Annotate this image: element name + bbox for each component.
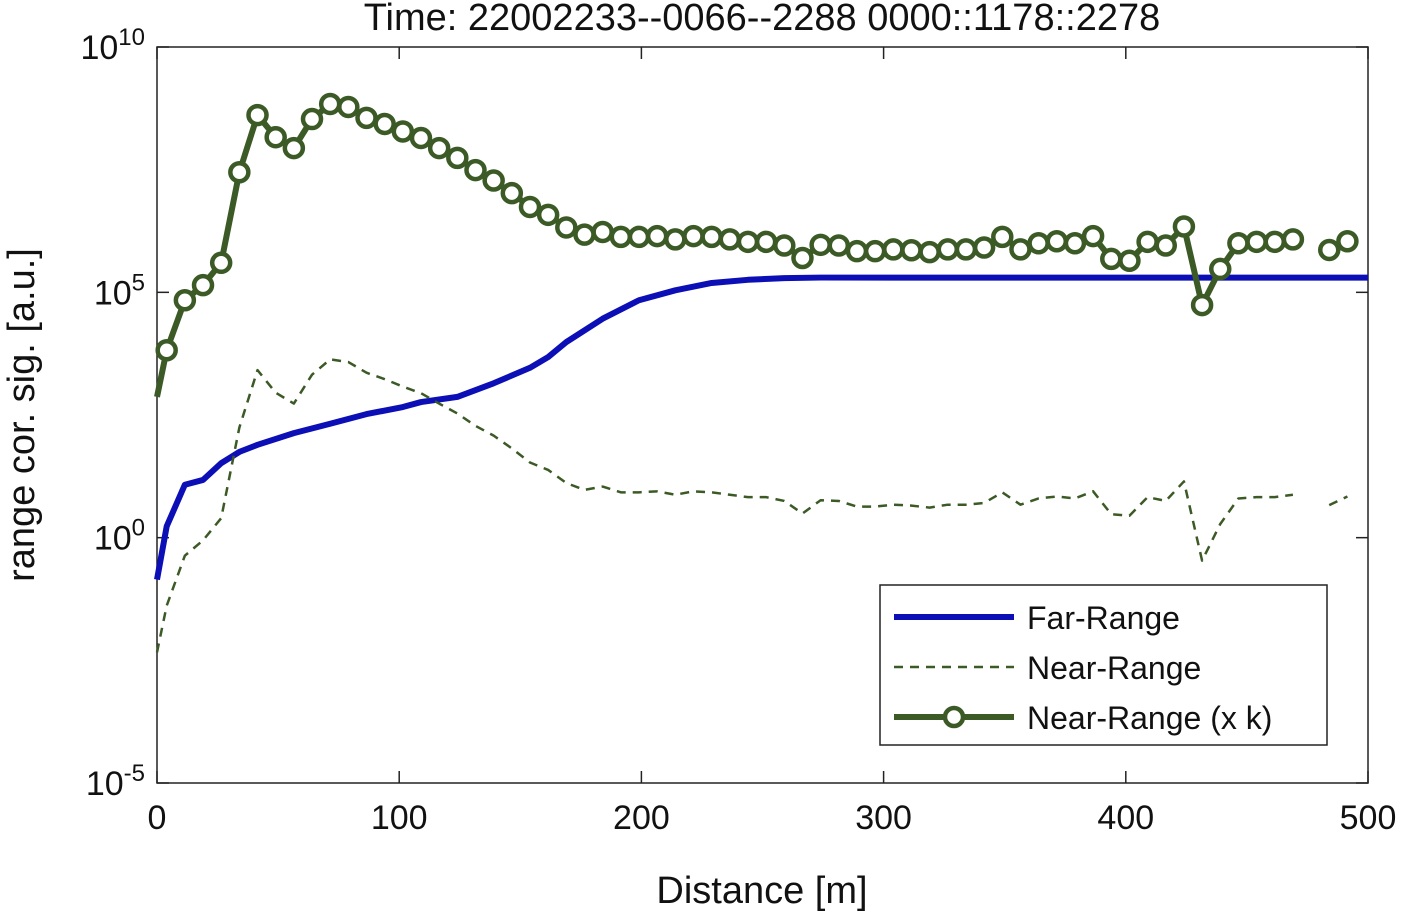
marker xyxy=(1009,238,1032,261)
marker xyxy=(555,216,578,239)
marker xyxy=(1063,232,1087,255)
marker xyxy=(318,92,342,116)
marker xyxy=(1227,232,1250,255)
marker xyxy=(1154,234,1178,257)
marker xyxy=(645,224,669,248)
marker xyxy=(664,228,687,251)
marker xyxy=(155,339,178,362)
marker xyxy=(500,181,524,205)
marker xyxy=(1136,230,1159,254)
x-tick-label: 400 xyxy=(1097,799,1154,837)
marker xyxy=(918,240,941,264)
marker xyxy=(536,203,560,227)
marker xyxy=(900,239,923,262)
y-axis-label: range cor. sig. [a.u.] xyxy=(1,248,43,582)
marker xyxy=(1190,293,1214,317)
marker xyxy=(228,161,251,184)
marker xyxy=(863,239,887,263)
marker xyxy=(718,228,742,251)
marker xyxy=(700,225,723,249)
marker xyxy=(1245,230,1268,254)
marker xyxy=(954,238,978,261)
marker xyxy=(827,234,851,257)
line-series xyxy=(155,358,1294,653)
marker xyxy=(936,238,960,261)
y-tick-label: 1010 xyxy=(80,24,145,67)
y-tick-label: 100 xyxy=(94,515,145,558)
marker xyxy=(1118,249,1141,273)
legend-marker xyxy=(942,705,966,729)
x-axis-label: Distance [m] xyxy=(656,870,867,912)
marker xyxy=(1172,215,1196,238)
marker xyxy=(391,120,415,143)
marker xyxy=(754,230,778,254)
line-series xyxy=(154,274,1368,581)
marker xyxy=(209,251,233,275)
marker xyxy=(773,234,796,257)
marker xyxy=(809,233,832,257)
chart-title: Time: 22002233--0066--2288 0000::1178::2… xyxy=(364,0,1160,39)
marker xyxy=(446,146,469,170)
marker xyxy=(882,238,905,261)
line-series xyxy=(1328,495,1348,507)
marker xyxy=(482,169,505,192)
marker xyxy=(791,246,814,270)
marker xyxy=(845,239,869,263)
marker xyxy=(1336,229,1359,253)
marker xyxy=(191,273,215,297)
legend-label: Far-Range xyxy=(1027,600,1180,636)
marker xyxy=(518,195,542,219)
marker xyxy=(427,136,451,160)
marker xyxy=(464,158,487,182)
marker xyxy=(246,103,269,127)
plot-frame xyxy=(156,46,1369,784)
marker xyxy=(682,224,705,248)
marker xyxy=(1317,238,1341,262)
marker xyxy=(282,136,306,160)
marker xyxy=(373,112,396,136)
x-tick-label: 300 xyxy=(855,799,912,837)
legend-label: Near-Range xyxy=(1027,650,1201,686)
line-series xyxy=(154,100,1294,398)
marker xyxy=(991,225,1014,249)
marker xyxy=(264,125,287,149)
marker xyxy=(591,220,614,244)
marker xyxy=(1081,224,1105,248)
x-tick-label: 500 xyxy=(1340,799,1397,837)
marker xyxy=(1263,230,1287,254)
marker xyxy=(736,230,760,254)
x-tick-label: 0 xyxy=(148,799,167,837)
marker xyxy=(337,95,360,119)
marker xyxy=(355,106,378,130)
marker xyxy=(972,236,996,259)
marker xyxy=(409,126,433,150)
marker xyxy=(1045,229,1069,253)
marker xyxy=(1100,247,1123,271)
marker xyxy=(300,107,324,131)
marker xyxy=(573,223,596,246)
marker xyxy=(1281,228,1305,251)
x-tick-label: 100 xyxy=(371,799,428,837)
marker xyxy=(627,225,651,249)
marker xyxy=(1027,232,1050,255)
y-tick-label: 10-5 xyxy=(86,760,145,803)
y-tick-label: 105 xyxy=(94,269,145,312)
marker xyxy=(1209,257,1232,281)
x-tick-label: 200 xyxy=(613,799,670,837)
legend-label: Near-Range (x k) xyxy=(1027,700,1272,736)
marker xyxy=(173,288,197,312)
marker xyxy=(609,225,633,249)
